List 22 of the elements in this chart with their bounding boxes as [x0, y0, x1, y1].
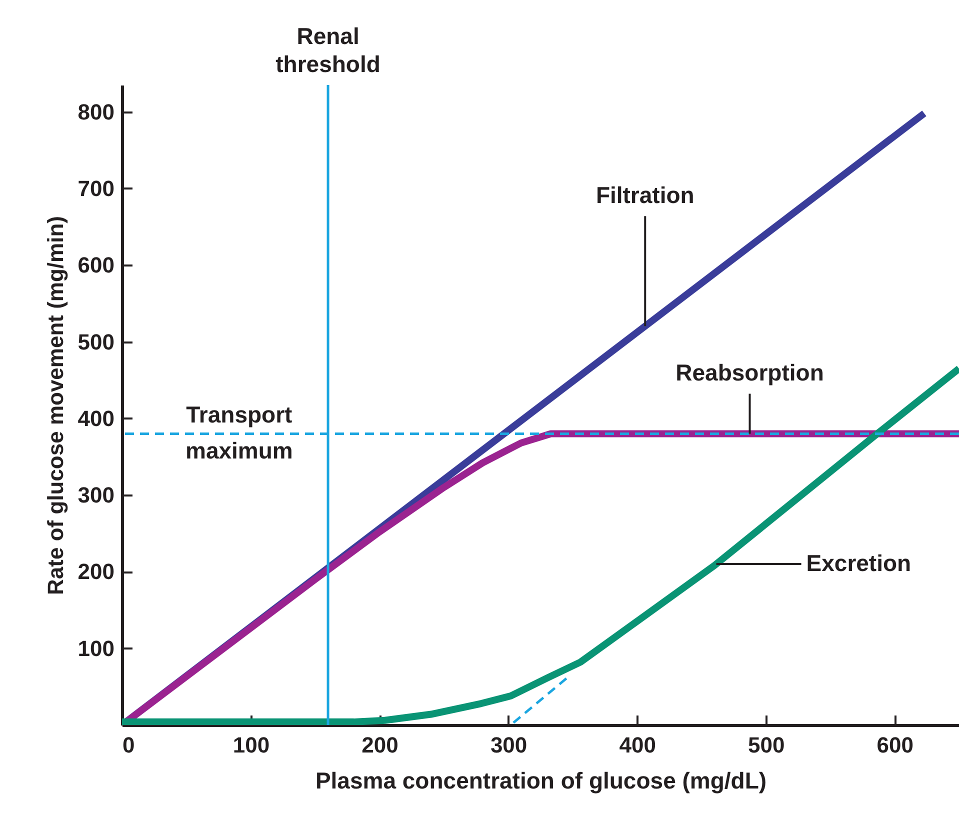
x-tick-label: 500: [748, 732, 785, 758]
y-axis-title: Rate of glucose movement (mg/min): [42, 216, 68, 595]
ref-line-label: Transport maximum: [185, 402, 293, 464]
y-tick-label: 500: [78, 329, 114, 354]
y-tick-label: 700: [78, 176, 114, 201]
y-tick-label: 400: [78, 406, 114, 431]
series-label: Excretion: [806, 550, 912, 576]
y-tick-label: 300: [78, 482, 114, 508]
y-tick-label: 600: [78, 252, 114, 278]
y-tick-label: 200: [78, 559, 114, 584]
x-tick-label: 200: [362, 732, 398, 758]
ref-line-label: Renal threshold: [276, 23, 380, 77]
y-tick-label: 800: [78, 99, 114, 124]
x-tick-label: 400: [619, 732, 656, 758]
text: Reabsorption: [676, 360, 824, 386]
x-tick-label: 300: [490, 732, 528, 758]
x-tick-label: 600: [876, 732, 914, 758]
x-tick-label: 100: [232, 732, 270, 758]
x-tick-label: 0: [122, 732, 135, 758]
x-axis-title: Plasma concentration of glucose (mg/dL): [315, 768, 767, 794]
text: Filtration: [596, 182, 694, 208]
y-tick-label: 100: [78, 636, 114, 661]
